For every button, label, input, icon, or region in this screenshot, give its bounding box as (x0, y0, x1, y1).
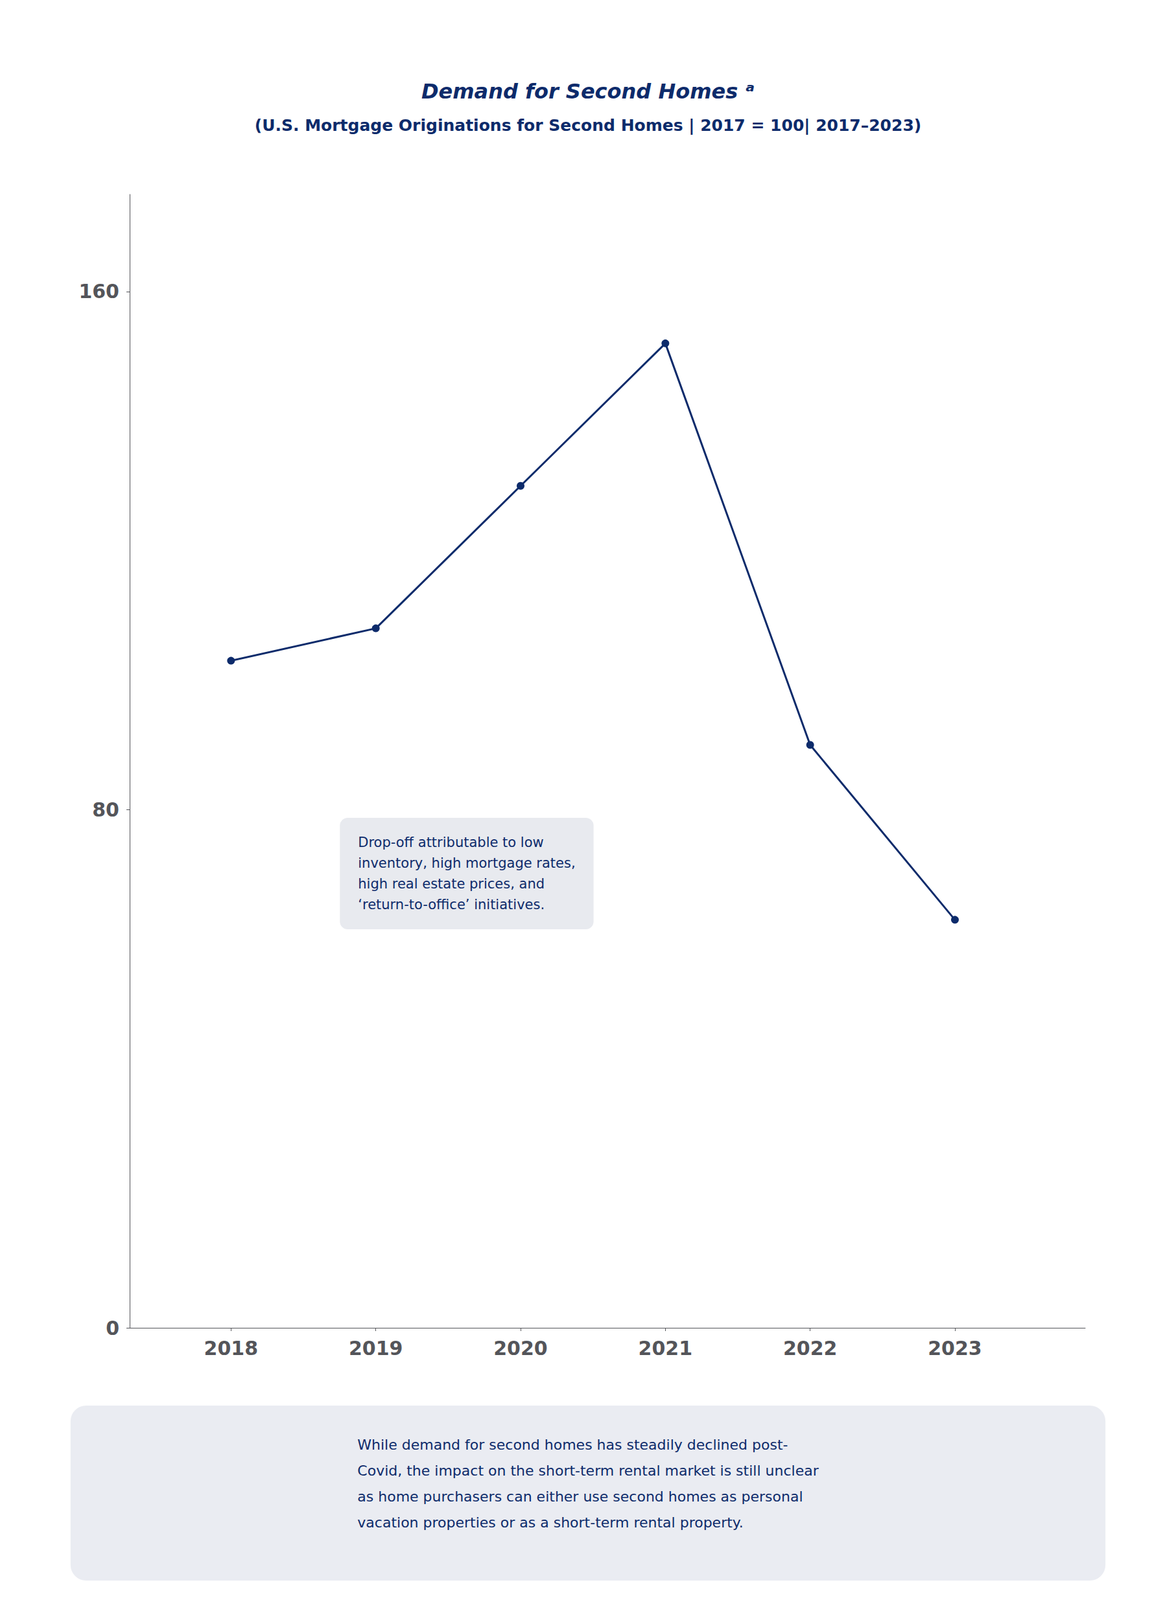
svg-text:‘return-to-office’ initiatives: ‘return-to-office’ initiatives. (357, 897, 545, 913)
svg-text:2019: 2019 (348, 1337, 404, 1361)
svg-text:2023: 2023 (927, 1337, 983, 1361)
svg-text:2022: 2022 (783, 1337, 838, 1361)
svg-text:Covid, the impact on the short: Covid, the impact on the short-term rent… (357, 1463, 819, 1480)
svg-text:160: 160 (78, 280, 120, 303)
svg-text:2020: 2020 (493, 1337, 548, 1361)
svg-text:2018: 2018 (204, 1337, 259, 1361)
svg-text:80: 80 (92, 798, 120, 822)
svg-text:as home purchasers can either: as home purchasers can either use second… (357, 1489, 803, 1506)
svg-text:(U.S. Mortgage Originations fo: (U.S. Mortgage Originations for Second H… (254, 116, 922, 135)
svg-text:vacation properties or as a sh: vacation properties or as a short-term r… (357, 1515, 743, 1532)
svg-text:Drop-off attributable to low: Drop-off attributable to low (357, 834, 544, 851)
svg-text:high real estate prices, and: high real estate prices, and (357, 876, 545, 893)
svg-text:0: 0 (105, 1317, 120, 1341)
svg-text:Demand for Second Homes ᵃ: Demand for Second Homes ᵃ (421, 79, 755, 104)
svg-text:2021: 2021 (638, 1337, 694, 1361)
svg-text:While demand for second homes: While demand for second homes has steadi… (357, 1437, 788, 1454)
svg-text:inventory, high mortgage rates: inventory, high mortgage rates, (357, 855, 576, 872)
